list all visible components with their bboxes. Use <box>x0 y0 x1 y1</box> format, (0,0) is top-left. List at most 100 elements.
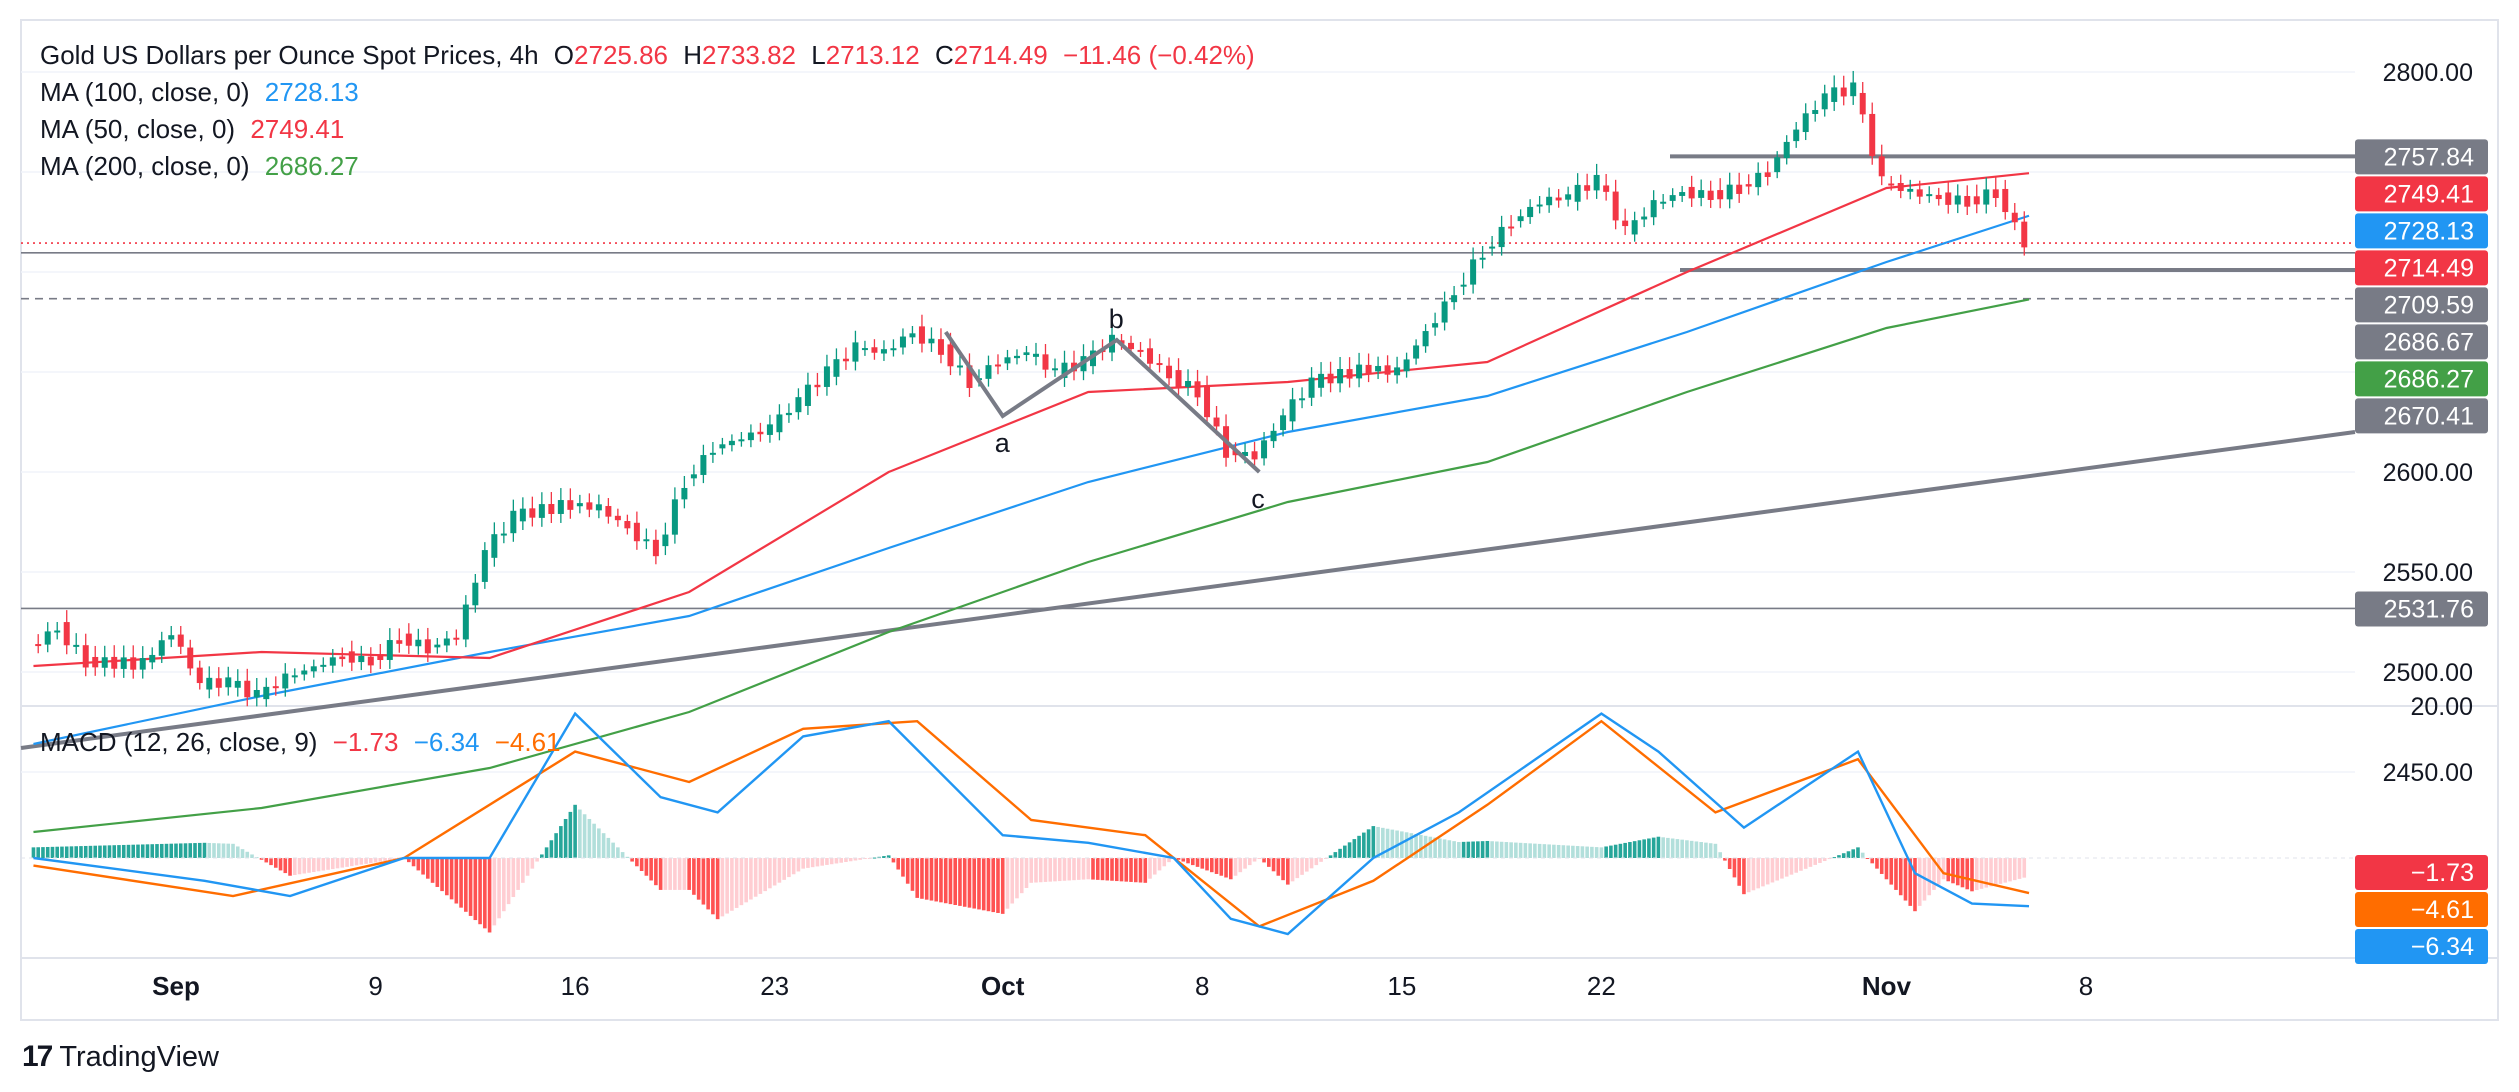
candle-body[interactable] <box>1641 216 1648 220</box>
candle-body[interactable] <box>909 333 916 338</box>
candle-body[interactable] <box>1185 380 1192 388</box>
macd-histogram-bar[interactable] <box>1447 840 1452 858</box>
candle-body[interactable] <box>1527 206 1534 218</box>
candle-body[interactable] <box>329 657 336 666</box>
macd-histogram-bar[interactable] <box>2008 858 2012 882</box>
macd-histogram-bar[interactable] <box>1661 837 1665 858</box>
candle-body[interactable] <box>348 651 355 663</box>
macd-histogram-bar[interactable] <box>1742 858 1746 895</box>
macd-signal-line[interactable] <box>33 719 2030 928</box>
candle-body[interactable] <box>548 504 555 514</box>
candle-body[interactable] <box>1869 113 1876 157</box>
candle-body[interactable] <box>1916 189 1923 197</box>
candle-body[interactable] <box>453 637 460 640</box>
macd-histogram-bar[interactable] <box>1081 858 1086 880</box>
macd-histogram-bar[interactable] <box>1333 852 1338 858</box>
macd-histogram-bar[interactable] <box>639 858 644 872</box>
candle-body[interactable] <box>1384 365 1391 375</box>
candle-body[interactable] <box>1717 190 1724 200</box>
macd-histogram-bar[interactable] <box>1343 845 1347 858</box>
macd-histogram-bar[interactable] <box>1613 844 1618 858</box>
macd-histogram-bar[interactable] <box>958 858 962 906</box>
macd-histogram-bar[interactable] <box>749 858 753 900</box>
macd-histogram-bar[interactable] <box>1504 842 1509 858</box>
macd-histogram-bar[interactable] <box>1138 858 1143 883</box>
macd-histogram-bar[interactable] <box>292 858 297 875</box>
macd-histogram-bar[interactable] <box>1076 858 1081 880</box>
macd-histogram-bar[interactable] <box>212 843 216 858</box>
macd-histogram-bar[interactable] <box>768 858 772 889</box>
candle-body[interactable] <box>196 667 203 684</box>
macd-histogram-bar[interactable] <box>563 818 568 858</box>
macd-histogram-bar[interactable] <box>1319 858 1323 862</box>
macd-histogram-bar[interactable] <box>1038 858 1043 883</box>
candle-body[interactable] <box>1536 204 1543 207</box>
macd-histogram-bar[interactable] <box>1575 846 1580 858</box>
price-tag[interactable] <box>2355 287 2488 323</box>
candle-body[interactable] <box>92 656 99 668</box>
candle-body[interactable] <box>833 359 840 377</box>
macd-histogram-bar[interactable] <box>1247 858 1252 866</box>
candle-body[interactable] <box>1327 373 1334 384</box>
macd-histogram-bar[interactable] <box>597 828 601 858</box>
candle-body[interactable] <box>111 656 118 669</box>
macd-histogram-bar[interactable] <box>977 858 981 910</box>
macd-histogram-bar[interactable] <box>55 846 60 858</box>
macd-histogram-bar[interactable] <box>459 858 463 908</box>
macd-histogram-bar[interactable] <box>1822 858 1827 862</box>
price-tag[interactable] <box>2355 591 2488 627</box>
candle-body[interactable] <box>462 604 469 640</box>
candle-body[interactable] <box>605 506 612 517</box>
macd-histogram-bar[interactable] <box>905 858 910 884</box>
candle-body[interactable] <box>1004 357 1011 364</box>
macd-histogram-bar[interactable] <box>1618 843 1623 858</box>
macd-histogram-bar[interactable] <box>972 858 977 909</box>
macd-histogram-bar[interactable] <box>920 858 924 899</box>
macd-histogram-bar[interactable] <box>335 858 340 869</box>
macd-histogram-bar[interactable] <box>1072 858 1076 881</box>
macd-histogram-bar[interactable] <box>202 842 207 858</box>
ma50-line[interactable] <box>33 172 2030 668</box>
macd-histogram-bar[interactable] <box>273 858 278 868</box>
macd-histogram-bar[interactable] <box>126 844 131 858</box>
candle-body[interactable] <box>291 675 298 678</box>
macd-histogram-bar[interactable] <box>221 843 226 858</box>
candle-body[interactable] <box>1574 184 1581 202</box>
macd-histogram-bar[interactable] <box>88 845 93 858</box>
macd-histogram-bar[interactable] <box>250 854 254 858</box>
price-tag[interactable] <box>2355 250 2488 286</box>
macd-histogram-bar[interactable] <box>1993 858 1998 886</box>
candle-body[interactable] <box>1375 365 1382 372</box>
macd-histogram-bar[interactable] <box>882 856 886 858</box>
macd-histogram-bar[interactable] <box>1176 858 1181 860</box>
macd-histogram-bar[interactable] <box>1305 858 1309 872</box>
candle-body[interactable] <box>263 686 270 700</box>
candle-body[interactable] <box>1175 370 1182 388</box>
macd-histogram-bar[interactable] <box>193 843 197 858</box>
macd-histogram-bar[interactable] <box>910 858 915 891</box>
candle-body[interactable] <box>1631 220 1638 235</box>
macd-histogram-bar[interactable] <box>1704 842 1708 858</box>
candle-body[interactable] <box>1032 353 1039 357</box>
macd-histogram-bar[interactable] <box>1228 858 1233 880</box>
macd-histogram-bar[interactable] <box>1162 858 1167 867</box>
macd-histogram-bar[interactable] <box>169 843 174 858</box>
abc-pattern-line[interactable] <box>944 330 1261 474</box>
candle-body[interactable] <box>643 539 650 542</box>
candle-body[interactable] <box>1546 196 1553 206</box>
candle-body[interactable] <box>1479 257 1486 260</box>
macd-histogram-bar[interactable] <box>1533 843 1537 858</box>
macd-histogram-bar[interactable] <box>1043 858 1048 882</box>
macd-histogram-bar[interactable] <box>449 858 454 900</box>
macd-histogram-bar[interactable] <box>1571 845 1575 858</box>
macd-histogram-bar[interactable] <box>79 846 83 858</box>
macd-histogram-bar[interactable] <box>753 858 758 897</box>
macd-histogram-bar[interactable] <box>264 858 269 863</box>
macd-histogram-bar[interactable] <box>506 858 511 905</box>
macd-histogram-bar[interactable] <box>1067 858 1072 881</box>
macd-histogram-bar[interactable] <box>1143 858 1148 883</box>
macd-histogram-bar[interactable] <box>801 858 805 869</box>
macd-histogram-bar[interactable] <box>1286 858 1290 885</box>
macd-histogram-bar[interactable] <box>421 858 425 875</box>
candle-body[interactable] <box>158 640 165 656</box>
